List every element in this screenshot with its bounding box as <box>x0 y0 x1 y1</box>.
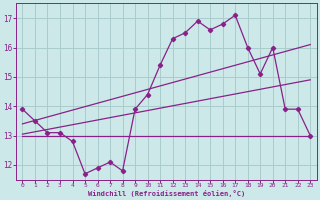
X-axis label: Windchill (Refroidissement éolien,°C): Windchill (Refroidissement éolien,°C) <box>88 190 245 197</box>
